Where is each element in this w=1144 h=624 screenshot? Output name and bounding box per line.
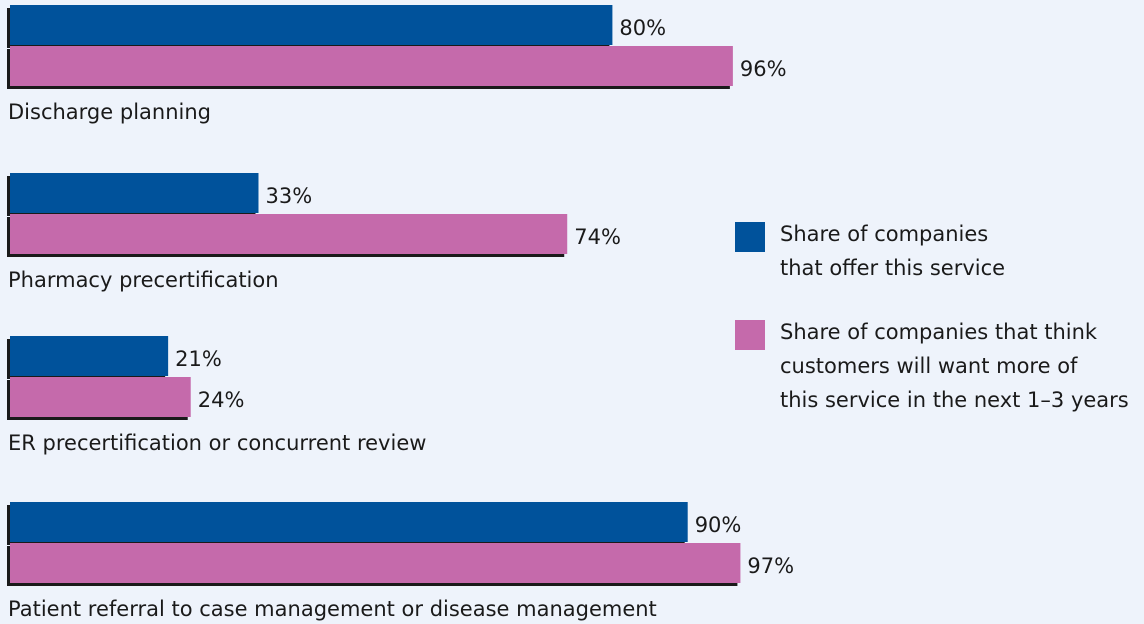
bar xyxy=(10,377,191,417)
bar xyxy=(10,46,733,86)
bar xyxy=(10,5,613,45)
legend-swatch xyxy=(735,320,765,350)
bar xyxy=(10,502,688,542)
value-label: 90% xyxy=(695,513,742,537)
value-label: 80% xyxy=(619,16,666,40)
value-label: 97% xyxy=(747,554,794,578)
value-label: 74% xyxy=(574,225,621,249)
bar xyxy=(10,543,741,583)
legend-label: Share of companies that think customers … xyxy=(780,320,1129,412)
value-label: 96% xyxy=(740,57,787,81)
category-label: Discharge planning xyxy=(8,100,211,124)
category-label: Patient referral to case management or d… xyxy=(8,597,657,621)
legend-swatch xyxy=(735,222,765,252)
bar xyxy=(10,173,259,213)
category-label: ER precertification or concurrent review xyxy=(8,431,426,455)
value-label: 24% xyxy=(198,388,245,412)
legend-label: Share of companies that offer this servi… xyxy=(780,222,1006,280)
value-label: 33% xyxy=(265,184,312,208)
category-label: Pharmacy precertification xyxy=(8,268,279,292)
value-label: 21% xyxy=(175,347,222,371)
bar xyxy=(10,336,169,376)
bar xyxy=(10,214,568,254)
